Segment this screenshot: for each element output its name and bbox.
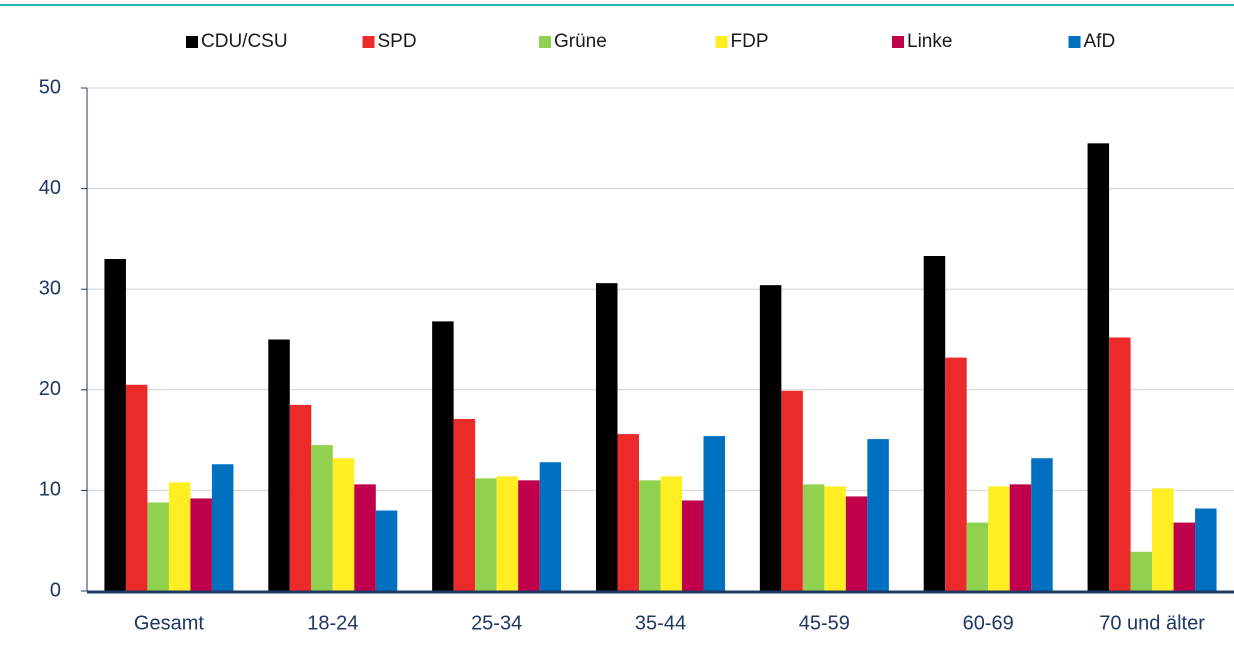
bar — [988, 486, 1010, 591]
bar — [703, 436, 725, 591]
y-tick-label: 50 — [39, 76, 61, 98]
bar — [168, 482, 191, 591]
legend-swatch — [715, 36, 728, 48]
x-tick-label: 18-24 — [307, 612, 358, 634]
bar — [824, 486, 846, 591]
bar — [289, 404, 312, 591]
legend-label: FDP — [731, 31, 769, 52]
bar — [190, 498, 212, 591]
bar — [475, 478, 497, 591]
x-tick-label: 25-34 — [471, 612, 522, 634]
bar — [147, 502, 169, 591]
y-tick-label: 10 — [39, 479, 61, 501]
legend-label: AfD — [1084, 31, 1116, 52]
bar — [1109, 337, 1131, 591]
legend-label: SPD — [378, 31, 417, 52]
bar — [268, 339, 290, 591]
legend-swatch — [362, 36, 375, 48]
bar — [966, 522, 989, 591]
bar — [845, 496, 868, 591]
bar — [923, 256, 946, 591]
bar — [1009, 484, 1032, 591]
y-tick-label: 40 — [39, 177, 61, 199]
bar — [1195, 508, 1217, 591]
bar — [1130, 551, 1153, 591]
y-tick-label: 30 — [39, 277, 61, 299]
bar — [1152, 488, 1174, 591]
legend-swatch — [186, 36, 198, 48]
legend-swatch — [892, 36, 904, 48]
bar — [1087, 143, 1110, 591]
bar — [311, 445, 333, 591]
bar — [518, 480, 540, 591]
legend-swatch — [539, 36, 551, 48]
bar — [867, 439, 889, 591]
bar — [432, 321, 454, 591]
x-tick-label: 70 und älter — [1099, 612, 1205, 634]
bar — [125, 384, 148, 591]
legend-label: CDU/CSU — [201, 31, 288, 52]
bar — [354, 484, 376, 591]
x-tick-label: Gesamt — [134, 612, 204, 634]
bar — [682, 500, 704, 591]
bar — [759, 285, 782, 591]
y-tick-label: 0 — [50, 579, 61, 601]
bar — [596, 283, 618, 591]
legend-label: Linke — [907, 31, 952, 52]
bar — [1031, 458, 1053, 591]
bar — [211, 464, 234, 591]
bar — [617, 434, 639, 591]
bar — [1173, 522, 1196, 591]
bar — [453, 418, 476, 591]
bar — [802, 484, 825, 591]
bar — [375, 510, 398, 591]
legend-swatch — [1068, 36, 1081, 48]
bar — [945, 357, 967, 591]
x-tick-label: 60-69 — [963, 612, 1014, 634]
legend-label: Grüne — [554, 31, 607, 52]
x-tick-label: 45-59 — [799, 612, 850, 634]
bar — [104, 259, 126, 591]
bar — [781, 390, 803, 591]
bar — [332, 458, 355, 591]
x-tick-label: 35-44 — [635, 612, 686, 634]
bar — [496, 476, 519, 591]
bar — [660, 476, 682, 591]
y-tick-label: 20 — [39, 378, 61, 400]
bar — [539, 462, 562, 591]
bar — [639, 480, 661, 591]
